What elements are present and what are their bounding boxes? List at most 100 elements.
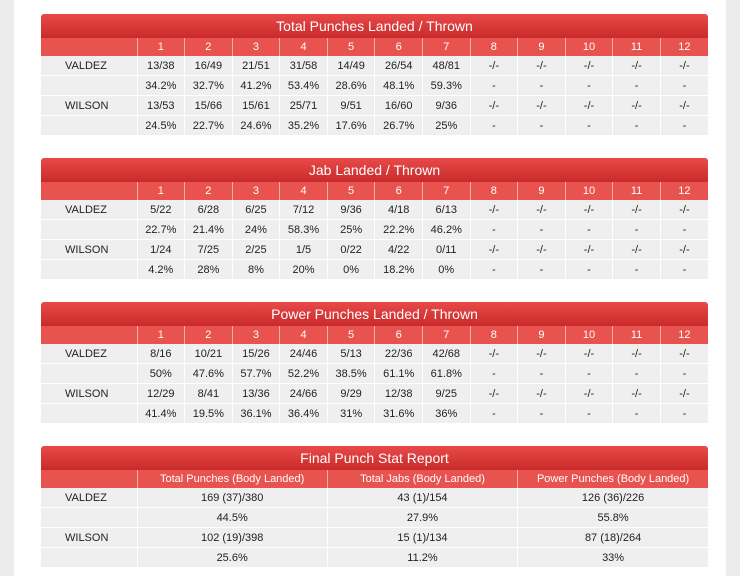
pct-cell: - [565, 115, 614, 136]
pct-cell: 46.2% [422, 219, 471, 240]
stat-cell: 0/11 [422, 239, 471, 260]
pct-cell: 24% [232, 219, 281, 240]
section-title: Power Punches Landed / Thrown [41, 302, 708, 326]
stat-cell: 14/49 [327, 56, 376, 76]
fighter-landed-row: VALDEZ 169 (37)/380 43 (1)/154 126 (36)/… [41, 488, 708, 508]
pct-cell: 52.2% [279, 363, 328, 384]
stat-cell: 1/24 [137, 239, 186, 260]
pct-cell: 25.6% [137, 547, 328, 568]
stat-cell: 4/22 [374, 239, 423, 260]
round-header: 6 [374, 326, 423, 344]
stat-cell: 15/61 [232, 95, 281, 116]
round-header: 1 [137, 326, 186, 344]
round-header: 3 [232, 326, 281, 344]
pct-cell: - [612, 115, 661, 136]
pct-cell: 48.1% [374, 75, 423, 96]
stat-cell: 9/51 [327, 95, 376, 116]
stat-cell: 9/29 [327, 383, 376, 404]
stat-cell: 5/22 [137, 200, 186, 220]
fighter-name: WILSON [41, 527, 138, 548]
round-header: 2 [184, 38, 233, 56]
pct-cell: 26.7% [374, 115, 423, 136]
round-header: 6 [374, 182, 423, 200]
fighter-name: WILSON [41, 95, 138, 116]
pct-cell: 58.3% [279, 219, 328, 240]
pct-cell: 4.2% [137, 259, 186, 280]
pct-cell: 31% [327, 403, 376, 424]
section-title: Jab Landed / Thrown [41, 158, 708, 182]
pct-cell: 28.6% [327, 75, 376, 96]
stat-cell: 25/71 [279, 95, 328, 116]
empty-name-cell [41, 219, 138, 240]
stat-cell: -/- [565, 95, 614, 116]
fighter-name: VALDEZ [41, 344, 138, 364]
pct-cell: - [660, 259, 708, 280]
empty-name-cell [41, 403, 138, 424]
stat-cell: 24/66 [279, 383, 328, 404]
fighter-pct-row: 25.6% 11.2% 33% [41, 547, 708, 568]
pct-cell: 11.2% [327, 547, 519, 568]
pct-cell: - [565, 403, 614, 424]
pct-cell: - [612, 259, 661, 280]
pct-cell: 25% [327, 219, 376, 240]
stat-cell: -/- [660, 239, 708, 260]
stat-cell: -/- [470, 95, 519, 116]
round-header: 1 [137, 182, 186, 200]
total-punches-section: Total Punches Landed / Thrown 1 2 3 4 5 … [41, 14, 708, 136]
stat-cell: 43 (1)/154 [327, 488, 519, 508]
round-header: 7 [422, 326, 471, 344]
round-header: 8 [470, 326, 519, 344]
pct-cell: 22.7% [137, 219, 186, 240]
stat-cell: -/- [470, 344, 519, 364]
pct-cell: - [517, 219, 566, 240]
stat-cell: 126 (36)/226 [517, 488, 708, 508]
pct-cell: 8% [232, 259, 281, 280]
empty-name-cell [41, 259, 138, 280]
fighter-name: WILSON [41, 383, 138, 404]
round-header: 1 [137, 38, 186, 56]
round-header: 2 [184, 182, 233, 200]
stat-cell: 12/29 [137, 383, 186, 404]
round-header-row: 1 2 3 4 5 6 7 8 9 10 11 12 [41, 38, 708, 56]
round-header-row: 1 2 3 4 5 6 7 8 9 10 11 12 [41, 326, 708, 344]
stat-cell: 15/26 [232, 344, 281, 364]
stat-cell: 13/38 [137, 56, 186, 76]
pct-cell: - [612, 363, 661, 384]
pct-cell: 47.6% [184, 363, 233, 384]
round-header: 10 [565, 326, 614, 344]
fighter-name: WILSON [41, 239, 138, 260]
pct-cell: 25% [422, 115, 471, 136]
pct-cell: 17.6% [327, 115, 376, 136]
pct-cell: 35.2% [279, 115, 328, 136]
pct-cell: 20% [279, 259, 328, 280]
stat-cell: 10/21 [184, 344, 233, 364]
stat-cell: 8/41 [184, 383, 233, 404]
stat-cell: -/- [517, 56, 566, 76]
empty-name-cell [41, 507, 138, 528]
section-title: Total Punches Landed / Thrown [41, 14, 708, 38]
stat-cell: -/- [517, 383, 566, 404]
fighter-name: VALDEZ [41, 56, 138, 76]
total-punches-header: Total Punches (Body Landed) [137, 470, 328, 488]
stat-cell: 22/36 [374, 344, 423, 364]
pct-cell: - [517, 403, 566, 424]
pct-cell: - [660, 363, 708, 384]
empty-name-cell [41, 115, 138, 136]
pct-cell: - [470, 219, 519, 240]
stat-cell: 9/36 [327, 200, 376, 220]
round-header: 4 [279, 326, 328, 344]
total-jabs-header: Total Jabs (Body Landed) [327, 470, 519, 488]
stat-cell: 8/16 [137, 344, 186, 364]
pct-cell: 41.2% [232, 75, 281, 96]
pct-cell: - [660, 219, 708, 240]
fighter-landed-row: VALDEZ 5/22 6/28 6/25 7/12 9/36 4/18 6/1… [41, 200, 708, 220]
stat-cell: -/- [470, 56, 519, 76]
pct-cell: - [470, 75, 519, 96]
pct-cell: 36.1% [232, 403, 281, 424]
pct-cell: 55.8% [517, 507, 708, 528]
pct-cell: - [660, 115, 708, 136]
stat-cell: -/- [517, 95, 566, 116]
fighter-pct-row: 44.5% 27.9% 55.8% [41, 507, 708, 528]
round-header: 9 [517, 38, 566, 56]
stat-cell: 12/38 [374, 383, 423, 404]
